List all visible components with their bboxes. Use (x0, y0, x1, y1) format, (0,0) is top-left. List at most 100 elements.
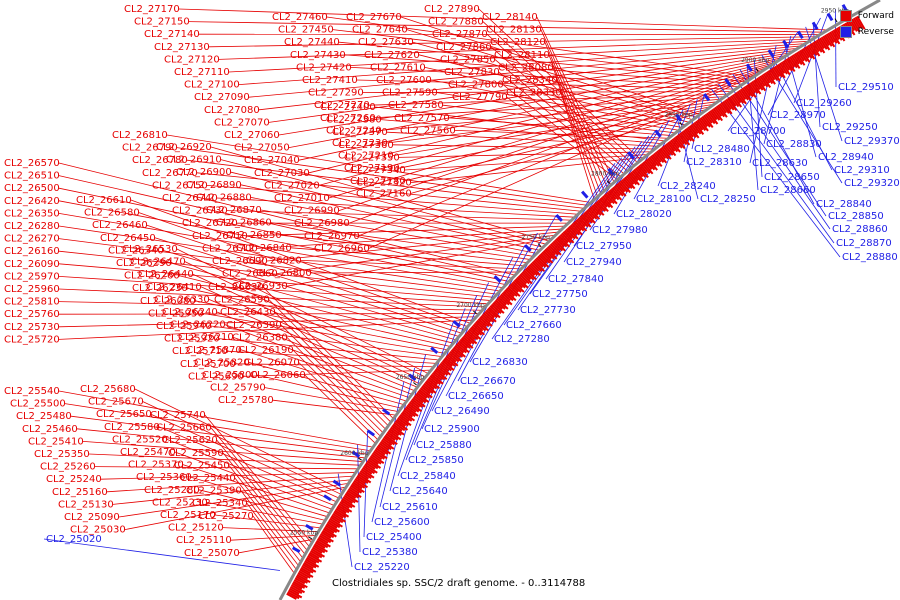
forward-feature (376, 445, 389, 455)
forward-gene-label: CL2_27260 (320, 113, 376, 124)
forward-leader-line (498, 71, 625, 175)
forward-feature (590, 205, 599, 216)
reverse-gene-label: CL2_28850 (828, 211, 884, 222)
forward-gene-label: CL2_25170 (160, 510, 216, 521)
forward-feature (733, 93, 742, 104)
forward-gene-label: CL2_26580 (84, 208, 140, 219)
forward-gene-label: CL2_27340 (350, 165, 406, 176)
forward-feature (600, 196, 611, 208)
forward-feature (591, 204, 602, 216)
forward-gene-label: CL2_25660 (156, 423, 212, 434)
forward-feature (480, 315, 493, 327)
reverse-gene-label: CL2_28100 (636, 194, 692, 205)
forward-leader-line (246, 502, 297, 570)
forward-feature (578, 216, 589, 228)
forward-feature (544, 248, 555, 260)
forward-feature (637, 165, 649, 179)
forward-leader-line (106, 475, 354, 493)
reverse-leader-line (835, 9, 837, 88)
forward-feature (521, 270, 532, 281)
reverse-feature (627, 151, 635, 160)
forward-feature (604, 193, 615, 205)
forward-feature (636, 166, 647, 178)
forward-gene-label: CL2_27040 (244, 155, 300, 166)
forward-feature (789, 56, 798, 69)
forward-leader-line (58, 213, 504, 289)
scale-tick-label: 2700 kbp (456, 302, 484, 309)
forward-feature (597, 199, 609, 213)
forward-feature (320, 531, 332, 539)
forward-feature (585, 209, 595, 220)
forward-feature (770, 67, 781, 82)
forward-leader-line (228, 40, 809, 73)
forward-leader-line (398, 151, 652, 158)
reverse-gene-label: CL2_25380 (362, 547, 418, 558)
forward-leader-line (138, 212, 468, 327)
reverse-feature (555, 214, 563, 222)
forward-leader-line (506, 96, 618, 180)
forward-gene-label: CL2_25940 (156, 321, 212, 332)
forward-leader-line (290, 247, 525, 267)
forward-gene-label: CL2_25460 (22, 424, 78, 435)
forward-feature (772, 66, 781, 78)
forward-feature (531, 261, 543, 272)
forward-gene-label: CL2_27370 (332, 127, 388, 138)
scale-ticks: 2550 kbp 2600 kbp 2650 kbp 2700 kbp 2750 kbp… (290, 7, 849, 540)
forward-gene-label: CL2_27850 (440, 54, 496, 65)
forward-feature (485, 309, 496, 319)
forward-feature (352, 481, 363, 490)
forward-feature (688, 125, 700, 139)
forward-feature (794, 53, 803, 66)
forward-leader-line (410, 111, 704, 194)
forward-leader-line (448, 117, 672, 136)
forward-feature (344, 493, 359, 503)
forward-feature (659, 147, 669, 160)
forward-leader-line (170, 262, 457, 341)
forward-feature (449, 350, 463, 363)
forward-feature (502, 290, 514, 302)
forward-feature (443, 358, 453, 367)
forward-feature (379, 440, 392, 451)
forward-leader-line (490, 46, 632, 169)
forward-feature (498, 295, 510, 306)
forward-leader-line (58, 250, 495, 298)
forward-feature (792, 54, 800, 65)
forward-feature (403, 409, 414, 418)
forward-leader-line (234, 477, 302, 563)
forward-feature (337, 504, 350, 514)
forward-gene-label: CL2_26840 (236, 243, 292, 254)
forward-feature (809, 43, 818, 56)
forward-feature (612, 186, 621, 197)
forward-gene-label: CL2_26220 (170, 320, 226, 331)
forward-feature (535, 257, 547, 268)
reverse-gene-label: CL2_27950 (576, 241, 632, 252)
forward-leader-line (174, 451, 333, 510)
forward-feature (775, 64, 786, 79)
forward-feature (435, 367, 446, 377)
forward-gene-label: CL2_28120 (490, 37, 546, 48)
forward-feature (351, 483, 365, 494)
forward-feature (744, 85, 754, 98)
forward-gene-label: CL2_25970 (4, 271, 60, 282)
forward-feature (660, 146, 672, 160)
forward-leader-line (206, 185, 579, 215)
forward-feature (439, 362, 450, 372)
forward-leader-line (184, 261, 426, 378)
forward-feature (482, 312, 494, 323)
reverse-gene-label: CL2_29260 (796, 98, 852, 109)
forward-feature (295, 575, 308, 584)
forward-feature (628, 172, 640, 186)
forward-feature (523, 269, 534, 281)
forward-gene-label: CL2_26240 (162, 307, 218, 318)
forward-feature (370, 453, 385, 465)
forward-gene-label: CL2_25670 (88, 397, 144, 408)
forward-feature (765, 71, 776, 85)
forward-gene-label: CL2_28110 (494, 50, 550, 61)
legend-reverse: Reverse (839, 24, 894, 40)
forward-feature (749, 82, 759, 94)
forward-gene-label: CL2_27190 (344, 163, 400, 174)
forward-feature (610, 187, 623, 201)
forward-gene-label: CL2_26740 (162, 193, 218, 204)
forward-feature (827, 32, 835, 43)
reverse-feature (430, 346, 439, 355)
